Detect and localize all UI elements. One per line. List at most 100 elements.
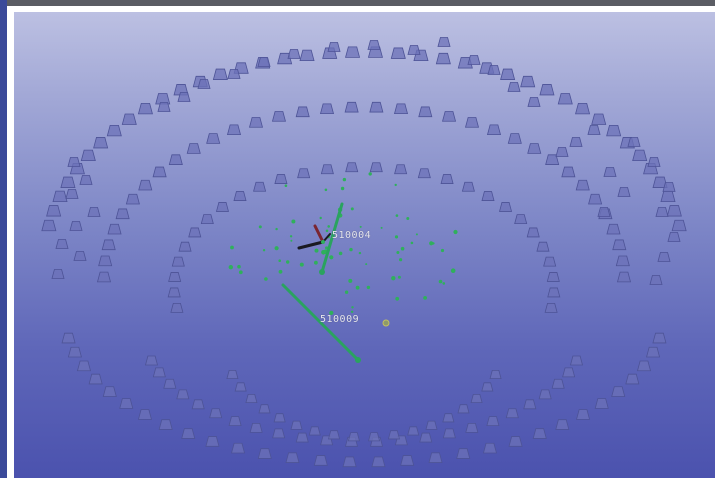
camera-marker-icon[interactable] <box>632 149 648 162</box>
camera-marker-icon[interactable] <box>273 413 286 423</box>
camera-marker-icon[interactable] <box>508 436 523 447</box>
camera-marker-icon[interactable] <box>467 55 481 65</box>
camera-marker-icon[interactable] <box>258 404 271 414</box>
camera-marker-icon[interactable] <box>98 255 113 267</box>
camera-marker-icon[interactable] <box>464 117 480 128</box>
camera-marker-icon[interactable] <box>344 101 359 113</box>
camera-marker-icon[interactable] <box>345 162 359 173</box>
camera-marker-icon[interactable] <box>249 422 263 433</box>
camera-marker-icon[interactable] <box>188 227 202 238</box>
camera-marker-icon[interactable] <box>368 432 381 442</box>
camera-marker-icon[interactable] <box>612 239 627 251</box>
camera-marker-icon[interactable] <box>274 174 288 184</box>
camera-marker-icon[interactable] <box>51 269 65 279</box>
camera-marker-icon[interactable] <box>419 432 433 443</box>
camera-marker-icon[interactable] <box>215 202 229 212</box>
camera-marker-icon[interactable] <box>539 84 555 96</box>
camera-marker-icon[interactable] <box>393 103 409 115</box>
camera-marker-icon[interactable] <box>527 97 541 107</box>
camera-marker-icon[interactable] <box>206 133 221 144</box>
camera-marker-icon[interactable] <box>470 393 483 403</box>
camera-marker-icon[interactable] <box>547 287 561 298</box>
camera-marker-icon[interactable] <box>144 355 159 366</box>
scene-canvas[interactable] <box>14 12 715 478</box>
camera-marker-icon[interactable] <box>167 287 181 298</box>
camera-marker-icon[interactable] <box>209 408 223 419</box>
camera-marker-icon[interactable] <box>297 168 311 179</box>
camera-marker-icon[interactable] <box>61 332 76 344</box>
camera-marker-icon[interactable] <box>499 202 513 212</box>
camera-marker-icon[interactable] <box>428 452 443 463</box>
camera-marker-icon[interactable] <box>271 111 286 122</box>
camera-marker-icon[interactable] <box>121 113 137 125</box>
camera-marker-icon[interactable] <box>536 241 550 252</box>
camera-marker-icon[interactable] <box>369 162 383 173</box>
camera-marker-icon[interactable] <box>569 355 584 366</box>
camera-marker-icon[interactable] <box>67 157 81 167</box>
camera-marker-icon[interactable] <box>575 102 591 115</box>
camera-marker-icon[interactable] <box>667 232 681 242</box>
camera-marker-icon[interactable] <box>313 455 328 466</box>
link-line-icon[interactable] <box>281 283 360 362</box>
camera-marker-icon[interactable] <box>125 193 140 205</box>
camera-marker-icon[interactable] <box>157 102 171 112</box>
camera-marker-icon[interactable] <box>437 37 451 47</box>
camera-marker-icon[interactable] <box>555 147 569 157</box>
camera-marker-icon[interactable] <box>652 332 667 344</box>
camera-marker-icon[interactable] <box>660 190 676 203</box>
node-label[interactable]: 510004 <box>332 230 372 241</box>
camera-marker-icon[interactable] <box>486 416 500 427</box>
camera-marker-icon[interactable] <box>138 179 153 191</box>
camera-marker-icon[interactable] <box>272 428 286 439</box>
camera-marker-icon[interactable] <box>617 187 631 197</box>
camera-marker-icon[interactable] <box>342 456 357 468</box>
camera-marker-icon[interactable] <box>482 442 497 454</box>
camera-marker-icon[interactable] <box>176 389 190 400</box>
camera-marker-icon[interactable] <box>594 398 609 409</box>
camera-marker-icon[interactable] <box>606 124 622 137</box>
camera-marker-icon[interactable] <box>369 101 384 113</box>
camera-marker-icon[interactable] <box>107 223 122 235</box>
camera-marker-icon[interactable] <box>588 193 603 205</box>
camera-marker-icon[interactable] <box>106 124 122 137</box>
camera-marker-icon[interactable] <box>465 422 479 433</box>
camera-marker-icon[interactable] <box>417 168 431 179</box>
camera-marker-icon[interactable] <box>168 272 182 282</box>
camera-marker-icon[interactable] <box>79 175 93 185</box>
camera-marker-icon[interactable] <box>290 420 303 430</box>
camera-marker-icon[interactable] <box>41 219 57 232</box>
camera-marker-icon[interactable] <box>205 436 220 447</box>
camera-marker-icon[interactable] <box>538 389 552 400</box>
camera-marker-icon[interactable] <box>616 271 632 283</box>
camera-marker-icon[interactable] <box>666 205 682 217</box>
camera-marker-icon[interactable] <box>400 455 415 466</box>
camera-marker-icon[interactable] <box>575 179 590 191</box>
3d-viewport[interactable]: 510004 510009 <box>14 12 715 478</box>
camera-marker-icon[interactable] <box>328 430 341 440</box>
camera-marker-icon[interactable] <box>597 207 611 217</box>
camera-marker-icon[interactable] <box>394 164 408 175</box>
camera-marker-icon[interactable] <box>611 386 626 397</box>
camera-marker-icon[interactable] <box>569 137 583 147</box>
camera-marker-icon[interactable] <box>544 302 558 313</box>
camera-marker-icon[interactable] <box>387 430 400 440</box>
camera-marker-icon[interactable] <box>442 413 455 423</box>
camera-marker-icon[interactable] <box>587 125 601 135</box>
camera-marker-icon[interactable] <box>200 214 214 225</box>
camera-marker-icon[interactable] <box>367 40 381 50</box>
camera-marker-icon[interactable] <box>514 214 528 225</box>
camera-marker-icon[interactable] <box>646 346 661 358</box>
camera-marker-icon[interactable] <box>603 167 617 177</box>
camera-marker-icon[interactable] <box>561 166 576 178</box>
camera-marker-icon[interactable] <box>170 302 184 313</box>
camera-marker-icon[interactable] <box>562 367 576 378</box>
link-line-icon[interactable] <box>320 202 344 274</box>
camera-marker-icon[interactable] <box>347 432 360 442</box>
camera-marker-icon[interactable] <box>69 221 83 231</box>
camera-marker-icon[interactable] <box>102 386 117 397</box>
camera-marker-icon[interactable] <box>461 181 475 192</box>
camera-marker-icon[interactable] <box>527 143 542 154</box>
camera-marker-icon[interactable] <box>137 409 152 420</box>
camera-marker-icon[interactable] <box>257 57 271 67</box>
camera-marker-icon[interactable] <box>299 49 315 62</box>
